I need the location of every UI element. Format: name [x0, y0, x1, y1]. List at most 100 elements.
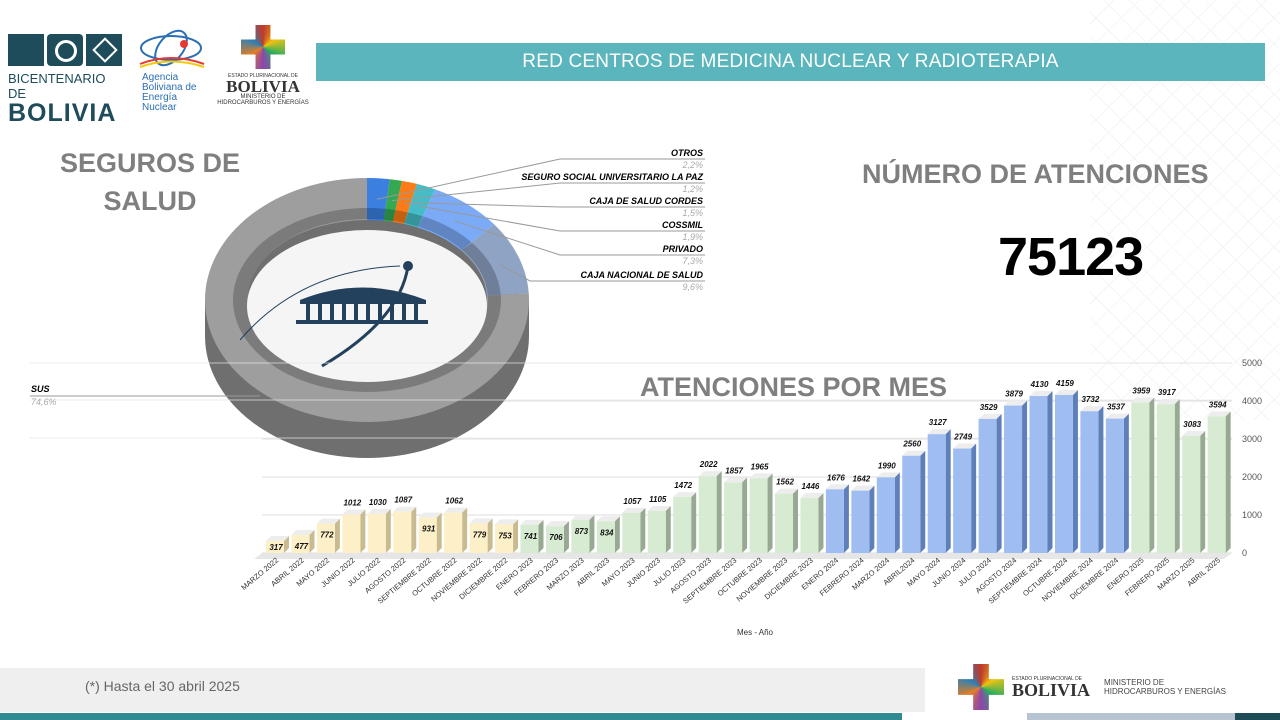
bar-side: [462, 507, 468, 553]
leader-line: [376, 158, 705, 200]
bar: [1131, 402, 1150, 553]
numero-atenciones-value: 75123: [998, 227, 1144, 287]
bar-top: [698, 471, 722, 477]
bar: [622, 512, 641, 553]
bar-top: [545, 521, 569, 527]
x-tick-label: FEBRERO 2024: [818, 556, 866, 598]
bar-side: [1072, 389, 1078, 553]
bar: [266, 540, 284, 553]
bar-top: [1207, 411, 1231, 417]
bar-side: [1098, 406, 1104, 553]
bar-top: [571, 514, 595, 520]
bar-value-label: 1965: [751, 462, 769, 471]
bar-side: [971, 443, 977, 553]
y-tick-label: 5000: [1242, 358, 1262, 368]
bar-side: [818, 493, 824, 553]
y-tick-label: 3000: [1242, 434, 1262, 444]
bar-side: [742, 477, 748, 553]
bar-value-label: 1030: [369, 498, 387, 507]
building-column: [318, 304, 322, 320]
bar-side: [589, 514, 595, 553]
pie-value: 74,6%: [31, 397, 57, 407]
bar-side: [716, 471, 722, 553]
bar-side: [793, 488, 798, 553]
bar: [1080, 411, 1099, 553]
building-column: [342, 304, 346, 320]
bar-side: [436, 512, 442, 553]
bar-side: [538, 519, 544, 553]
bottom-strip-teal: [0, 713, 902, 720]
leader-line: [498, 263, 705, 282]
bottom-strip-dark: [1235, 713, 1280, 720]
bar: [851, 490, 870, 553]
bar-side: [563, 521, 569, 553]
bar-value-label: 3879: [1005, 390, 1023, 399]
bar-value-label: 1676: [827, 473, 845, 482]
bar: [495, 524, 514, 553]
bar: [978, 418, 997, 553]
bar-top: [749, 473, 773, 479]
bar-value-label: 931: [422, 525, 436, 534]
bar: [673, 497, 692, 553]
chart-floor: [254, 553, 1232, 559]
bar-top: [444, 507, 468, 513]
bar-value-label: 1642: [852, 475, 870, 484]
bar-value-label: 1446: [802, 482, 820, 491]
footer-logo-ministerio: ESTADO PLURINACIONAL DE BOLIVIA MINISTER…: [958, 664, 1226, 710]
bar-side: [920, 450, 926, 553]
pie-label: COSSMIL: [661, 220, 703, 230]
bar-side: [1022, 400, 1028, 553]
bar-value-label: 753: [498, 531, 512, 540]
bar-value-label: 4130: [1030, 380, 1049, 389]
bar-side: [411, 506, 417, 553]
bar-value-label: 706: [549, 533, 563, 542]
orbit-dot: [403, 261, 413, 271]
bar-top: [1131, 397, 1155, 403]
donut-slice-caja-nacional-de-salud: [461, 224, 529, 296]
bar: [1105, 418, 1124, 553]
bar-side: [1047, 391, 1053, 553]
bar-top: [393, 506, 417, 512]
bar-top: [469, 518, 493, 524]
bar-top: [367, 508, 391, 514]
bar-top: [495, 519, 519, 525]
bar: [902, 455, 921, 553]
logo-bicentenario: BICENTENARIO DE BOLIVIA: [8, 34, 126, 126]
y-tick-label: 4000: [1242, 396, 1262, 406]
bar-top: [342, 509, 366, 515]
bar: [698, 476, 717, 553]
bar-top: [673, 492, 697, 498]
bar-value-label: 3083: [1183, 420, 1201, 429]
bar: [596, 521, 615, 553]
donut-slice-privado: [417, 189, 495, 251]
bar-side: [360, 509, 366, 553]
bar: [953, 448, 972, 553]
bar-side: [894, 472, 900, 553]
bar: [749, 478, 768, 553]
center-logo-building: [239, 261, 428, 368]
bar-value-label: 1087: [394, 496, 412, 505]
logo-ministerio: ESTADO PLURINACIONAL DE BOLIVIA MINISTER…: [212, 25, 314, 106]
bar-side: [1200, 430, 1206, 553]
seguros-title: SEGUROS DE SALUD: [59, 148, 241, 216]
bar-side: [1225, 411, 1231, 553]
bar-side: [945, 429, 951, 553]
pie-label: SEGURO SOCIAL UNIVERSITARIO LA PAZ: [521, 172, 703, 182]
bar-side: [513, 519, 519, 553]
pie-label: CAJA NACIONAL DE SALUD: [580, 270, 703, 280]
bar: [418, 517, 437, 553]
bar-value-label: 1057: [623, 497, 641, 506]
bar: [876, 477, 895, 553]
orbit-thin: [239, 265, 401, 341]
bar-side: [767, 473, 773, 553]
bar-side: [691, 492, 697, 553]
bar-side: [640, 507, 646, 553]
bar: [571, 519, 590, 553]
bar: [342, 514, 361, 553]
bar: [316, 523, 335, 553]
bar-value-label: 3959: [1132, 387, 1150, 396]
bar-value-label: 3529: [980, 403, 998, 412]
bar-top: [902, 450, 926, 456]
bar-value-label: 3917: [1158, 388, 1176, 397]
